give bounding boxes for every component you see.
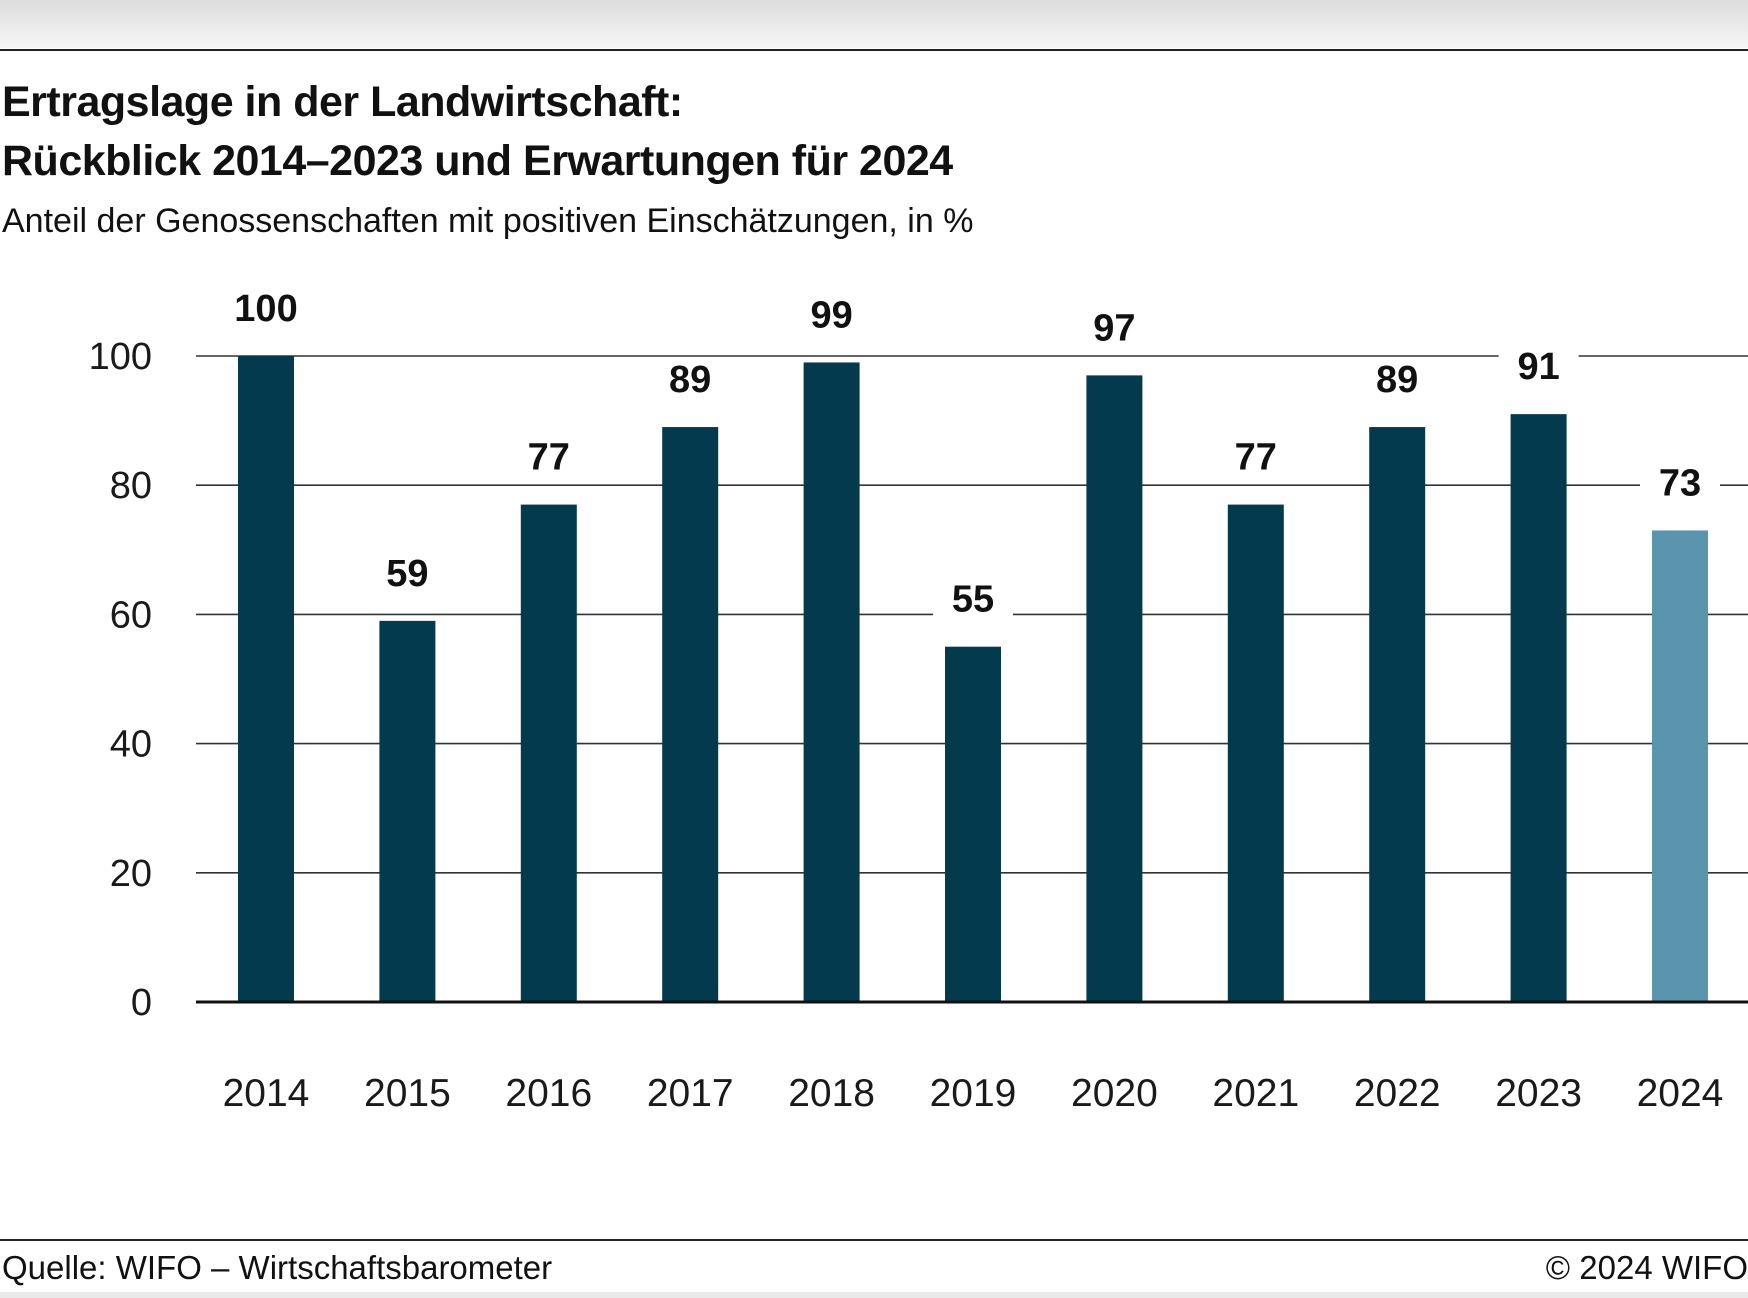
data-label-bg-2016 [508, 439, 589, 482]
data-label-2014: 100 [234, 288, 297, 330]
x-tick-label-2014: 2014 [223, 1072, 310, 1115]
data-label-2022: 89 [1376, 359, 1418, 401]
data-label-layer: 100 59 77 89 99 55 97 77 89 91 73 [226, 288, 1720, 624]
x-tick-label-2023: 2023 [1495, 1072, 1582, 1115]
data-label-2020: 97 [1093, 307, 1135, 349]
bar-chart: 0 20 40 60 80 100 100 59 77 89 99 55 97 77 89 91 73 201… [89, 288, 1748, 1115]
x-tick-label-2015: 2015 [364, 1072, 451, 1115]
x-tick-label-2016: 2016 [505, 1072, 592, 1115]
chart-subtitle: Anteil der Genossenschaften mit positive… [2, 202, 974, 240]
x-tick-label-2018: 2018 [788, 1072, 875, 1115]
top-shade [0, 0, 1748, 48]
bottom-frame [0, 1292, 1748, 1298]
data-label-bg-2020 [1074, 310, 1155, 353]
source-note: Quelle: WIFO – Wirtschaftsbarometer [2, 1249, 553, 1286]
y-tick-label-0: 0 [131, 982, 152, 1024]
x-tick-label-2020: 2020 [1071, 1072, 1158, 1115]
data-label-2021: 77 [1235, 437, 1277, 479]
y-tick-label-40: 40 [110, 724, 152, 766]
data-label-2016: 77 [528, 437, 570, 479]
y-tick-label-80: 80 [110, 465, 152, 507]
data-label-bg-2024 [1640, 465, 1720, 508]
data-label-2019: 55 [952, 579, 994, 621]
y-tick-label-60: 60 [110, 594, 152, 636]
copyright-note: © 2024 WIFO [1545, 1249, 1748, 1286]
bottom-divider [0, 1239, 1748, 1241]
chart-title-line-2: Rückblick 2014–2023 und Erwartungen für … [2, 137, 953, 185]
x-tick-label-2019: 2019 [930, 1072, 1017, 1115]
bar-layer [238, 356, 1708, 1003]
bar-2015 [379, 620, 436, 1002]
top-divider [0, 49, 1748, 51]
y-tick-label-20: 20 [110, 853, 152, 895]
data-label-bg-2022 [1357, 362, 1438, 405]
x-tick-label-2022: 2022 [1354, 1072, 1441, 1115]
data-label-2018: 99 [810, 294, 852, 336]
data-label-bg-2014 [226, 291, 306, 333]
bar-2018 [803, 362, 860, 1003]
chart-title-line-1: Ertragslage in der Landwirtschaft: [2, 78, 683, 126]
bar-2022 [1369, 427, 1426, 1002]
y-axis-ticks: 0 20 40 60 80 100 [89, 336, 152, 1024]
data-label-2023: 91 [1517, 346, 1559, 388]
data-label-bg-2023 [1498, 349, 1579, 392]
data-label-2024: 73 [1659, 462, 1701, 504]
bar-2016 [520, 504, 577, 1002]
data-label-2015: 59 [386, 553, 428, 595]
bar-2021 [1227, 504, 1284, 1002]
data-label-bg-2017 [650, 362, 731, 405]
y-tick-label-100: 100 [89, 336, 152, 378]
data-label-bg-2019 [933, 581, 1013, 624]
data-label-2017: 89 [669, 359, 711, 401]
x-tick-label-2021: 2021 [1212, 1072, 1299, 1115]
data-label-bg-2021 [1215, 439, 1296, 482]
x-axis-ticks: 2014 2015 2016 2017 2018 2019 2020 2021 2022 2023… [223, 1072, 1724, 1115]
x-tick-label-2024: 2024 [1637, 1072, 1724, 1115]
data-label-bg-2018 [791, 297, 872, 340]
bar-2017 [662, 427, 719, 1002]
bar-2014 [238, 356, 294, 1002]
bar-2020 [1086, 375, 1143, 1002]
x-tick-label-2017: 2017 [647, 1072, 734, 1115]
bar-2023 [1510, 414, 1567, 1002]
bar-2024 [1652, 530, 1708, 1002]
bar-2019 [945, 646, 1001, 1002]
data-label-bg-2015 [367, 555, 448, 598]
